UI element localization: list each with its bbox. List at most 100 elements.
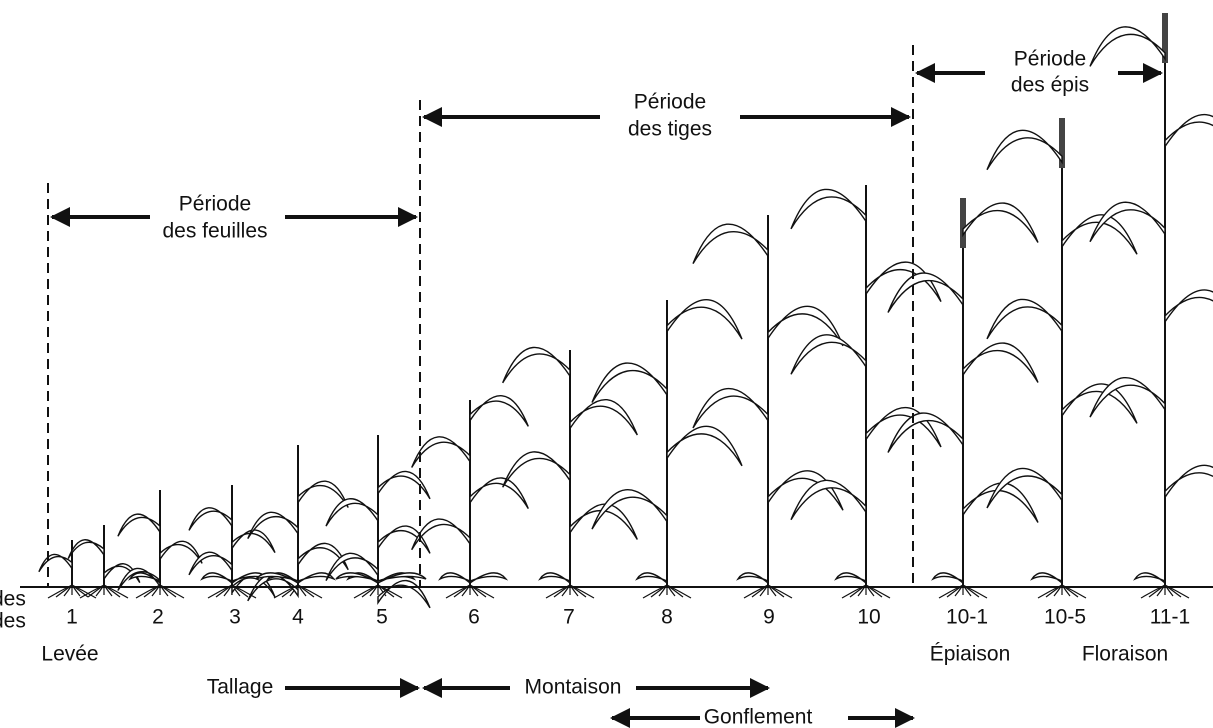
root (95, 584, 105, 597)
root (461, 584, 471, 597)
leaf (986, 467, 1063, 509)
ear (1162, 13, 1168, 63)
leaf (255, 572, 299, 585)
root (1053, 584, 1063, 597)
leaf (962, 482, 1039, 523)
stage-label: 5 (376, 606, 388, 629)
stage-label: 10-1 (946, 606, 988, 629)
leaf (103, 563, 141, 583)
period-label: Période (179, 193, 251, 216)
leaf (1061, 383, 1138, 424)
stage-labels: 1 2 3 4 5 6 7 8 9 10 10-1 10-5 11-1 (66, 606, 1190, 629)
leaf (865, 261, 942, 302)
axis-label: des (0, 588, 26, 611)
leaf (790, 479, 867, 521)
plant (502, 346, 638, 599)
stage-label: 4 (292, 606, 304, 629)
leaf (159, 540, 203, 564)
phase-label: Gonflement (704, 706, 813, 728)
leaf (188, 551, 233, 576)
phase-label: Tallage (207, 676, 274, 699)
leaf (247, 511, 299, 540)
leaf (325, 552, 379, 582)
leaf (666, 299, 743, 340)
leaf (790, 188, 867, 230)
ear (960, 198, 966, 248)
leaf (1164, 289, 1213, 325)
leaf (887, 412, 964, 453)
leaf (767, 305, 844, 347)
plant (247, 445, 349, 602)
leaf (200, 572, 233, 585)
leaf (117, 513, 161, 537)
plant (591, 299, 743, 599)
root (1156, 584, 1166, 597)
plant (1089, 13, 1213, 599)
phase-label: Montaison (525, 676, 622, 699)
leaf (67, 539, 105, 559)
stage-label: 2 (152, 606, 164, 629)
leaf (591, 362, 668, 403)
leaf (692, 223, 769, 264)
leaf (635, 572, 668, 585)
period-label: des épis (1011, 74, 1089, 97)
plant (986, 118, 1138, 599)
plant (692, 215, 844, 599)
leaf (377, 470, 431, 500)
leaf (1089, 26, 1166, 67)
stage-label: 11-1 (1150, 606, 1190, 629)
stage-label: 9 (763, 606, 775, 629)
plant (67, 525, 141, 599)
root (63, 584, 73, 597)
stage-name: Floraison (1082, 643, 1168, 666)
leaf (666, 425, 743, 467)
root (223, 584, 233, 597)
leaf (962, 342, 1039, 383)
plant (887, 198, 1039, 599)
leaf (767, 470, 844, 511)
leaf (1164, 113, 1213, 149)
leaf (377, 525, 431, 554)
leaf (834, 572, 867, 585)
leaf (469, 395, 529, 427)
leaf (538, 572, 571, 585)
leaf (887, 272, 964, 313)
period-label: Période (1014, 48, 1086, 71)
leaf (790, 334, 867, 375)
period-label: Période (634, 91, 706, 114)
stage-label: 7 (563, 606, 575, 629)
stage-label: 10-5 (1044, 606, 1086, 629)
leaf (1133, 572, 1166, 585)
axis-label: des (0, 610, 26, 633)
leaf (117, 567, 161, 591)
leaf (297, 572, 337, 585)
leaf (297, 480, 349, 508)
leaf (502, 346, 571, 384)
stage-name: Épiaison (930, 643, 1011, 666)
leaf (502, 451, 571, 488)
leaf (377, 572, 427, 585)
root (759, 584, 769, 597)
leaf (569, 398, 638, 436)
stage-label: 10 (857, 606, 880, 629)
root (658, 584, 668, 597)
plant (790, 185, 942, 599)
stage-label: 8 (661, 606, 673, 629)
leaf (569, 503, 638, 540)
leaf (591, 489, 668, 530)
period-label: des tiges (628, 118, 712, 141)
leaf (377, 579, 431, 609)
leaf (231, 529, 276, 553)
leaf (986, 129, 1063, 171)
leaf (931, 572, 964, 585)
root (561, 584, 571, 597)
stage-label: 1 (66, 606, 78, 629)
leaf (1061, 214, 1138, 255)
leaf (736, 572, 769, 585)
root (369, 584, 379, 597)
leaf (297, 542, 349, 571)
leaf (411, 436, 471, 468)
ear (1059, 118, 1065, 168)
stage-label: 3 (229, 606, 241, 629)
